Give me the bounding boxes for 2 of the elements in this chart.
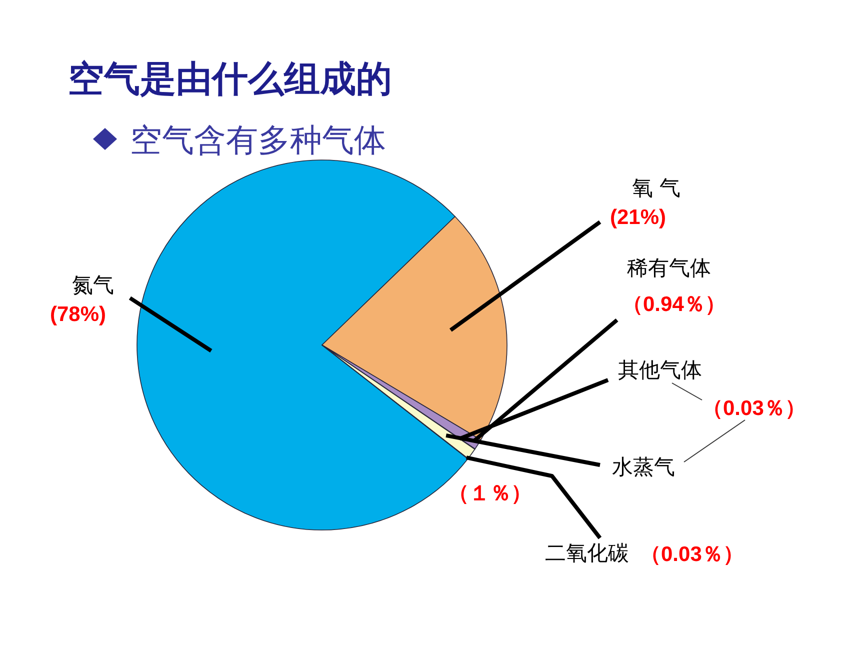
title: 空气是由什么组成的 xyxy=(68,59,392,100)
subtitle: 空气含有多种气体 xyxy=(130,121,386,159)
